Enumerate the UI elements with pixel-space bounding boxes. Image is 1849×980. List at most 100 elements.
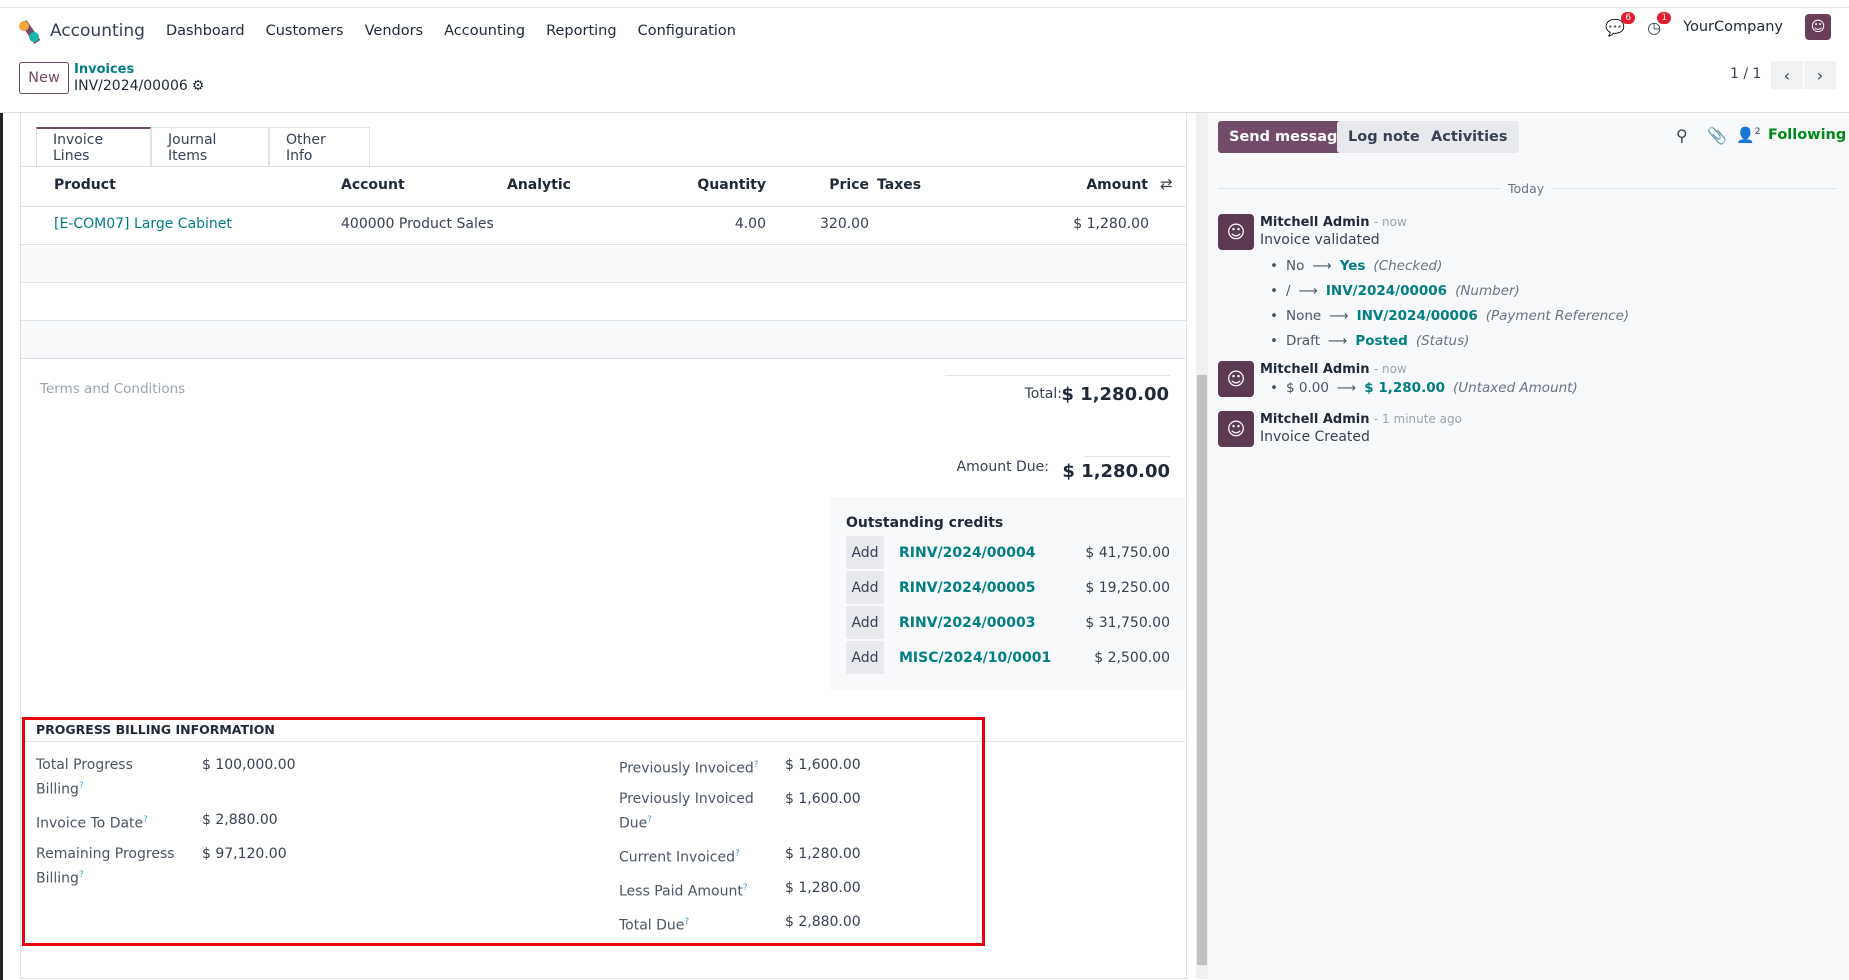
col-account[interactable]: Account: [341, 177, 405, 193]
quantity-cell: 4.00: [734, 216, 766, 232]
previously-invoiced-label: Previously Invoiced?: [619, 760, 759, 777]
company-switcher[interactable]: YourCompany: [1683, 19, 1783, 35]
credit-row: Add MISC/2024/10/0001 $ 2,500.00: [846, 641, 1170, 674]
arrow-right-icon: ⟶: [1329, 308, 1349, 324]
followers-icon[interactable]: 👤2: [1736, 126, 1761, 144]
divider: [1218, 188, 1500, 189]
invoice-to-date-value: $ 2,880.00: [202, 812, 278, 828]
app-name[interactable]: Accounting: [50, 21, 145, 41]
author-name[interactable]: Mitchell Admin: [1260, 412, 1370, 427]
help-icon[interactable]: ?: [742, 883, 748, 893]
activities-badge: 1: [1657, 11, 1672, 24]
col-amount[interactable]: Amount: [1086, 177, 1148, 193]
product-link[interactable]: [E-COM07] Large Cabinet: [54, 216, 232, 232]
credit-ref-link[interactable]: RINV/2024/00003: [899, 614, 1036, 631]
tab-journal-items[interactable]: Journal Items: [151, 127, 269, 167]
credit-row: Add RINV/2024/00004 $ 41,750.00: [846, 536, 1170, 569]
message: ☺ Mitchell Admin - now Invoice validated…: [1218, 214, 1629, 349]
current-invoiced-label: Current Invoiced?: [619, 849, 740, 866]
credit-ref-link[interactable]: RINV/2024/00005: [899, 579, 1036, 596]
message-body: Invoice Created: [1260, 429, 1370, 445]
outstanding-credits-panel: [830, 497, 1186, 690]
divider: [20, 320, 1186, 321]
change-item: • / ⟶ INV/2024/00006 (Number): [1270, 279, 1629, 304]
pager-prev-chevron-icon[interactable]: ‹: [1771, 61, 1803, 89]
pager-next-chevron-icon[interactable]: ›: [1804, 61, 1836, 89]
user-avatar[interactable]: ☺: [1805, 14, 1831, 40]
accounting-logo-icon[interactable]: [18, 20, 41, 44]
add-credit-button[interactable]: Add: [846, 606, 884, 639]
divider: [1084, 456, 1170, 457]
activities-clock-icon[interactable]: ◷ 1: [1647, 11, 1672, 37]
tab-other-info[interactable]: Other Info: [269, 127, 370, 167]
add-credit-button[interactable]: Add: [846, 641, 884, 674]
menu-configuration[interactable]: Configuration: [637, 23, 736, 39]
menu-customers[interactable]: Customers: [265, 23, 344, 39]
less-paid-amount-label: Less Paid Amount?: [619, 883, 748, 900]
amount-cell: $ 1,280.00: [1073, 216, 1149, 232]
credit-ref-link[interactable]: MISC/2024/10/0001: [899, 649, 1052, 666]
credit-amount: $ 19,250.00: [1085, 579, 1170, 596]
send-message-button[interactable]: Send message: [1218, 121, 1359, 153]
log-note-button[interactable]: Log note: [1337, 121, 1431, 153]
tracking-changes: • No ⟶ Yes (Checked) • / ⟶ INV/2024/00006 (Num…: [1270, 254, 1629, 354]
author-avatar[interactable]: ☺: [1218, 411, 1254, 447]
pager-value[interactable]: 1 / 1: [1730, 66, 1762, 82]
activities-button[interactable]: Activities: [1420, 121, 1519, 153]
messages-icon[interactable]: 💬 6: [1605, 11, 1636, 37]
arrow-right-icon: ⟶: [1312, 258, 1332, 274]
credit-row: Add RINV/2024/00003 $ 31,750.00: [846, 606, 1170, 639]
help-icon[interactable]: ?: [734, 849, 740, 859]
help-icon[interactable]: ?: [753, 760, 759, 770]
messages-badge: 6: [1621, 11, 1636, 24]
paperclip-icon[interactable]: 📎: [1707, 126, 1727, 145]
col-product[interactable]: Product: [54, 177, 116, 193]
previously-invoiced-due-label: Previously Invoiced Due?: [619, 791, 754, 832]
divider: [20, 244, 1186, 245]
add-credit-button[interactable]: Add: [846, 571, 884, 604]
new-button[interactable]: New: [19, 62, 69, 94]
help-icon[interactable]: ?: [647, 815, 653, 825]
help-icon[interactable]: ?: [143, 815, 148, 825]
price-cell: 320.00: [820, 216, 869, 232]
add-credit-button[interactable]: Add: [846, 536, 884, 569]
column-settings-icon[interactable]: ⇄: [1160, 175, 1173, 193]
following-button[interactable]: Following: [1768, 127, 1847, 143]
less-paid-amount-value: $ 1,280.00: [785, 880, 861, 896]
divider: [20, 358, 1186, 359]
gear-icon[interactable]: ⚙: [191, 78, 205, 94]
empty-row: [21, 321, 1186, 358]
author-avatar[interactable]: ☺: [1218, 214, 1254, 250]
col-price[interactable]: Price: [829, 177, 869, 193]
systray: 💬 6 ◷ 1 YourCompany ☺: [1605, 11, 1831, 40]
help-icon[interactable]: ?: [78, 870, 84, 880]
author-name[interactable]: Mitchell Admin: [1260, 362, 1370, 377]
credit-ref-link[interactable]: RINV/2024/00004: [899, 544, 1036, 561]
arrow-right-icon: ⟶: [1336, 380, 1357, 396]
credit-amount: $ 41,750.00: [1085, 544, 1170, 561]
window-edge: [0, 113, 3, 980]
author-name[interactable]: Mitchell Admin: [1260, 215, 1370, 230]
scrollbar-thumb[interactable]: [1197, 375, 1207, 965]
col-taxes[interactable]: Taxes: [877, 177, 922, 193]
terms-input[interactable]: Terms and Conditions: [40, 381, 186, 397]
total-progress-billing-label: Total Progress Billing?: [36, 757, 133, 798]
progress-billing-title: PROGRESS BILLING INFORMATION: [36, 722, 275, 737]
help-icon[interactable]: ?: [684, 917, 690, 927]
menu-reporting[interactable]: Reporting: [546, 23, 617, 39]
help-icon[interactable]: ?: [78, 781, 84, 791]
message-body: Invoice validated: [1260, 232, 1380, 248]
col-quantity[interactable]: Quantity: [697, 177, 766, 193]
col-analytic[interactable]: Analytic: [507, 177, 571, 193]
author-avatar[interactable]: ☺: [1218, 361, 1254, 397]
empty-row: [21, 245, 1186, 282]
menu-accounting[interactable]: Accounting: [444, 23, 526, 39]
tab-invoice-lines[interactable]: Invoice Lines: [36, 127, 151, 167]
menu-dashboard[interactable]: Dashboard: [165, 23, 245, 39]
divider: [0, 112, 1849, 113]
remaining-progress-billing-label: Remaining Progress Billing?: [36, 846, 175, 887]
arrow-right-icon: ⟶: [1298, 283, 1318, 299]
menu-vendors[interactable]: Vendors: [364, 23, 424, 39]
breadcrumb-invoices[interactable]: Invoices: [74, 62, 135, 77]
search-icon[interactable]: ⚲: [1676, 126, 1688, 145]
